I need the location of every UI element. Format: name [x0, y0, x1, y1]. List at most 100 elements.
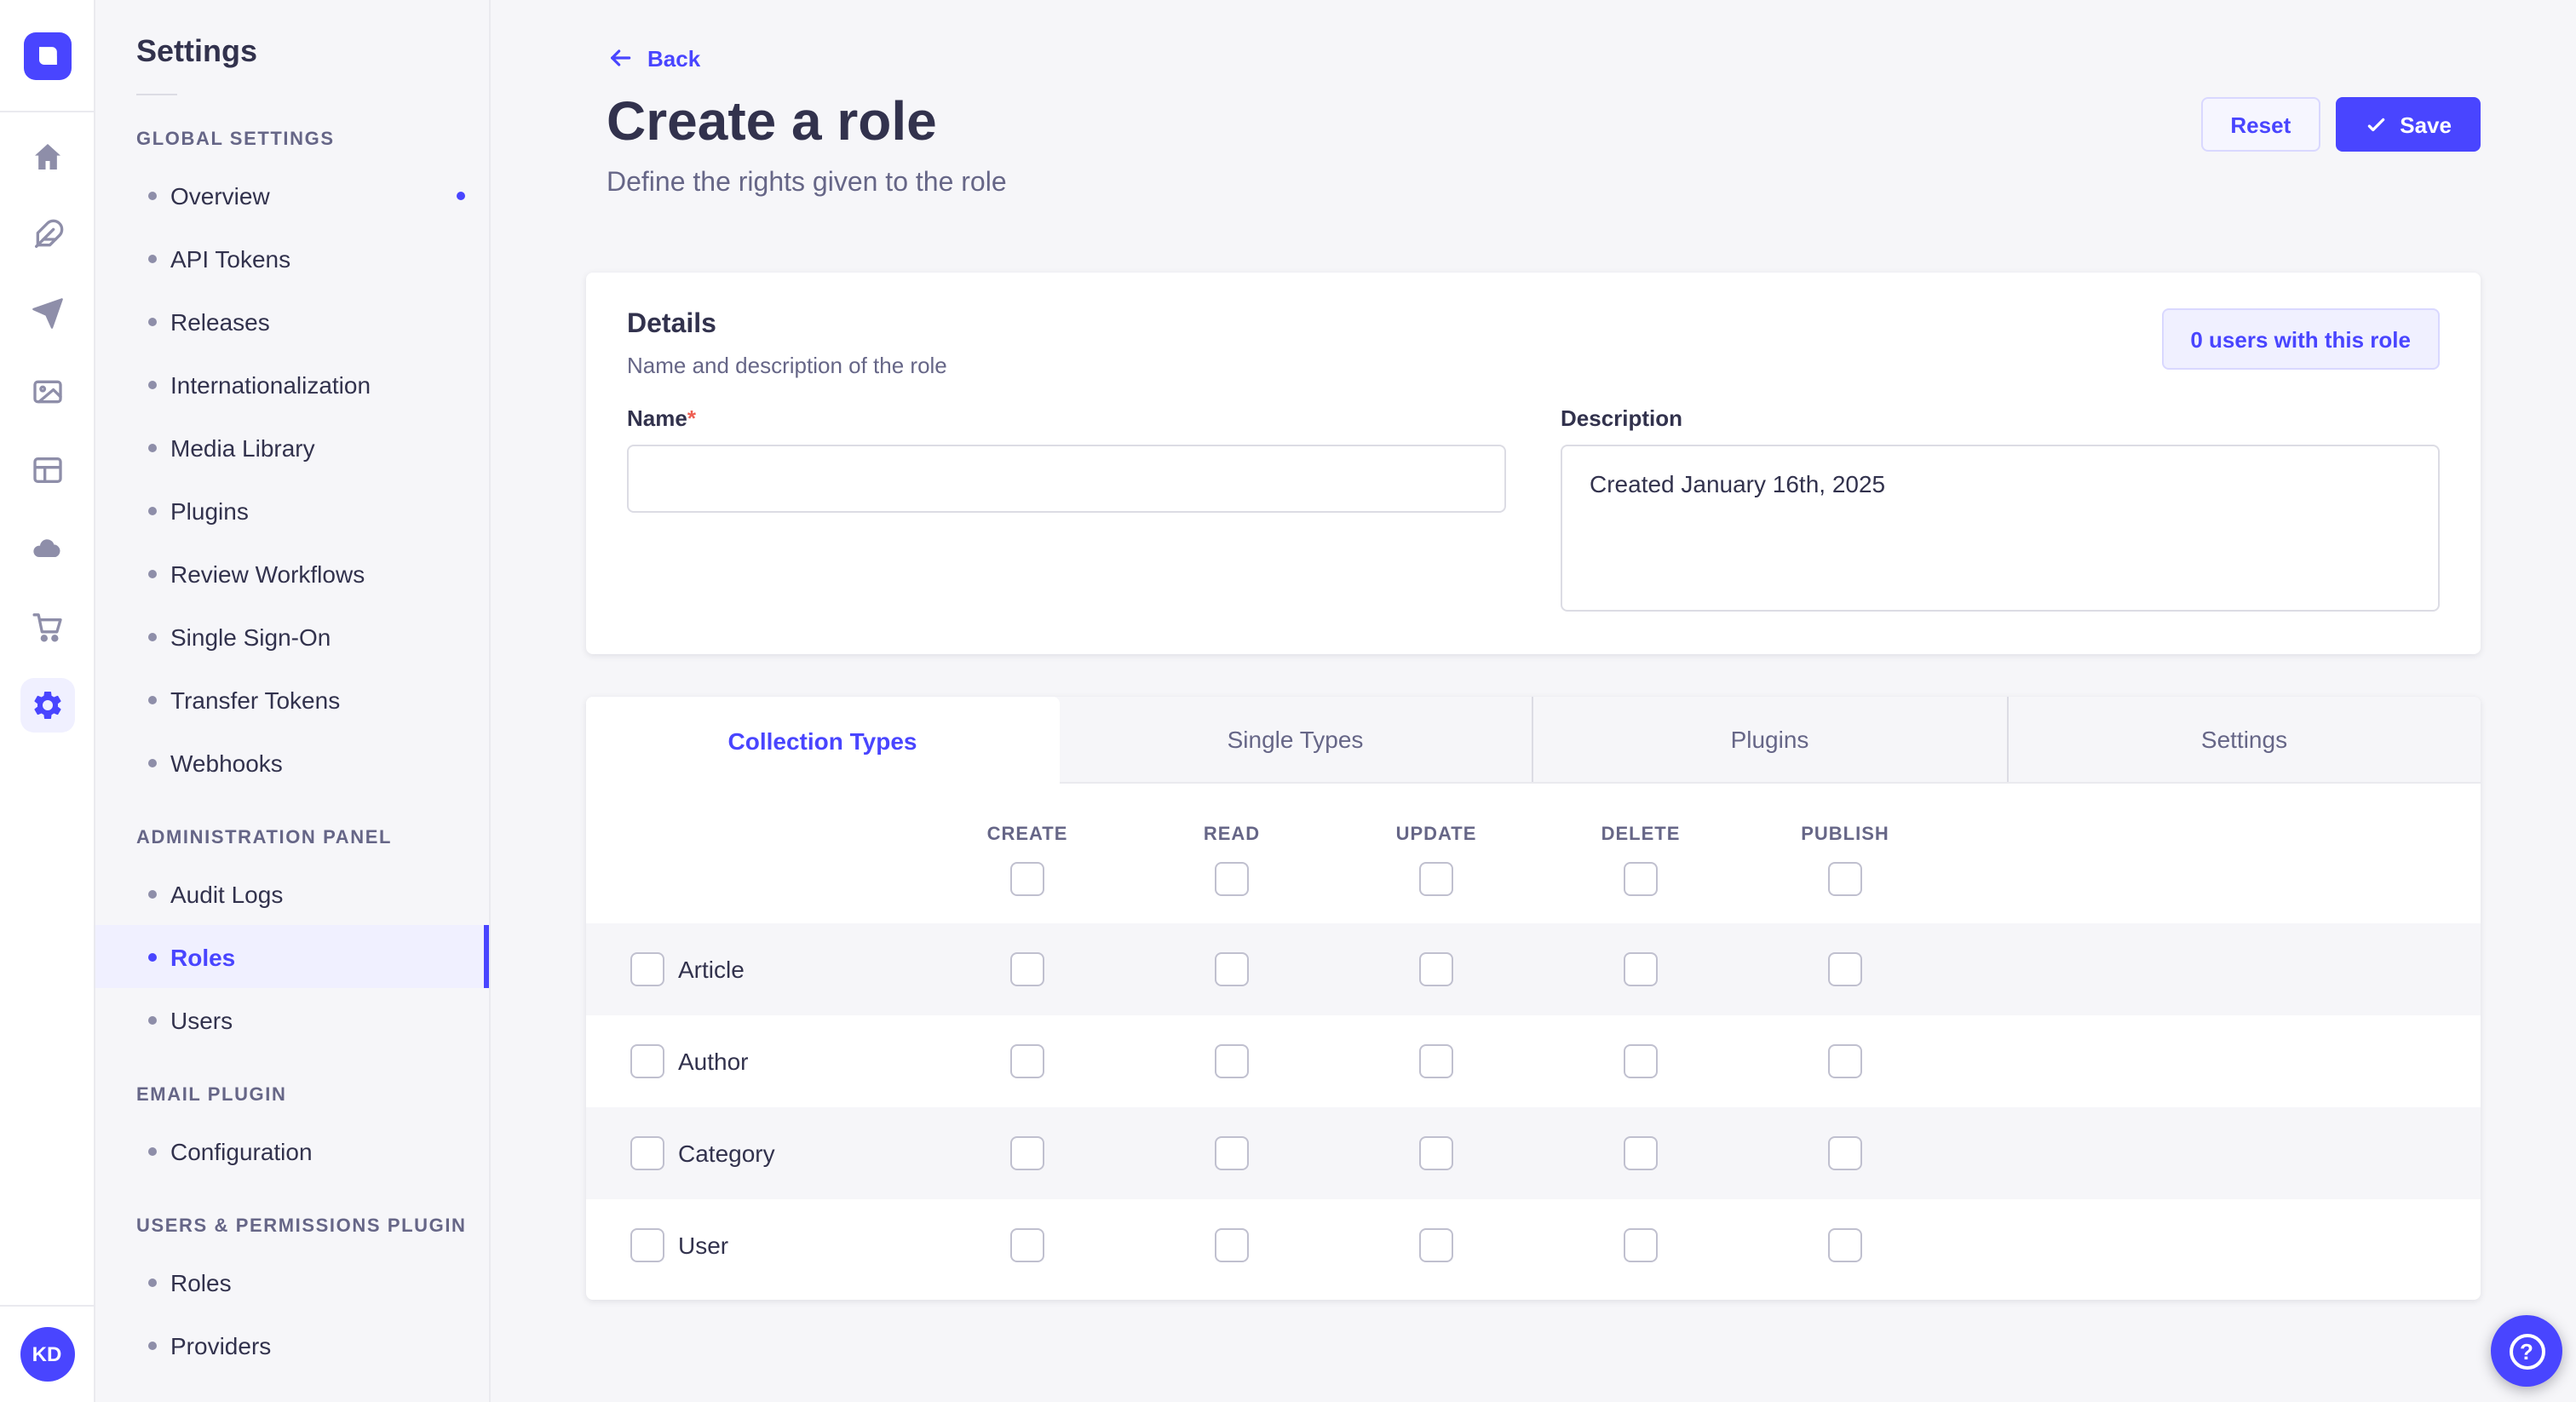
cart-icon[interactable]	[20, 600, 74, 654]
sidebar-item-overview[interactable]: Overview	[95, 164, 489, 227]
sidebar-item-users[interactable]: Users	[95, 988, 489, 1051]
author-read-checkbox[interactable]	[1215, 1044, 1249, 1078]
select-all-update-checkbox[interactable]	[1419, 862, 1453, 896]
user-row-checkbox[interactable]	[630, 1228, 664, 1262]
article-publish-checkbox[interactable]	[1828, 952, 1862, 986]
article-create-checkbox[interactable]	[1010, 952, 1044, 986]
article-update-checkbox[interactable]	[1419, 952, 1453, 986]
name-input[interactable]	[627, 445, 1506, 513]
media-icon[interactable]	[20, 365, 74, 419]
category-read-checkbox[interactable]	[1215, 1136, 1249, 1170]
sidebar-item-releases[interactable]: Releases	[95, 290, 489, 353]
sidebar-item-review-workflows[interactable]: Review Workflows	[95, 542, 489, 605]
sidebar-item-label: Audit Logs	[170, 880, 284, 907]
select-all-delete-checkbox[interactable]	[1624, 862, 1658, 896]
user-publish-checkbox[interactable]	[1828, 1228, 1862, 1262]
user-create-checkbox[interactable]	[1010, 1228, 1044, 1262]
details-subtitle: Name and description of the role	[627, 353, 947, 378]
author-delete-checkbox[interactable]	[1624, 1044, 1658, 1078]
permissions-rows: Article Author	[586, 923, 2481, 1291]
gear-icon[interactable]	[20, 678, 74, 733]
article-delete-checkbox[interactable]	[1624, 952, 1658, 986]
sidebar-item-label: Transfer Tokens	[170, 686, 341, 713]
reset-button[interactable]: Reset	[2201, 97, 2320, 152]
user-read-checkbox[interactable]	[1215, 1228, 1249, 1262]
sidebar-item-single-sign-on[interactable]: Single Sign-On	[95, 605, 489, 668]
sidebar-item-label: Webhooks	[170, 749, 283, 776]
column-label-spacer	[586, 825, 925, 845]
article-row-checkbox[interactable]	[630, 952, 664, 986]
permissions-tabs: Collection Types Single Types Plugins Se…	[586, 697, 2481, 784]
author-publish-checkbox[interactable]	[1828, 1044, 1862, 1078]
column-label-create: CREATE	[986, 825, 1068, 845]
user-delete-checkbox[interactable]	[1624, 1228, 1658, 1262]
name-label-text: Name	[627, 405, 687, 431]
sidebar-item-roles-admin[interactable]: Roles	[95, 925, 489, 988]
tab-plugins[interactable]: Plugins	[1532, 697, 2006, 782]
author-update-checkbox[interactable]	[1419, 1044, 1453, 1078]
user-avatar[interactable]: KD	[20, 1327, 74, 1382]
description-textarea[interactable]: Created January 16th, 2025	[1561, 445, 2440, 612]
section-label: USERS & PERMISSIONS PLUGIN	[136, 1216, 467, 1237]
table-row-article: Article	[586, 923, 2481, 1015]
sidebar-item-audit-logs[interactable]: Audit Logs	[95, 862, 489, 925]
page-subtitle: Define the rights given to the role	[607, 169, 1007, 198]
details-title: Details	[627, 310, 716, 339]
home-icon[interactable]	[20, 129, 74, 184]
sidebar-item-api-tokens[interactable]: API Tokens	[95, 227, 489, 290]
select-all-publish-checkbox[interactable]	[1828, 862, 1862, 896]
sidebar-item-internationalization[interactable]: Internationalization	[95, 353, 489, 416]
author-row-checkbox[interactable]	[630, 1044, 664, 1078]
logo-box	[0, 0, 94, 112]
section-label: ADMINISTRATION PANEL	[136, 828, 393, 848]
select-all-spacer	[586, 862, 925, 896]
users-with-role-badge[interactable]: 0 users with this role	[2161, 308, 2440, 370]
name-label: Name*	[627, 405, 1506, 431]
tab-collection-types[interactable]: Collection Types	[586, 697, 1059, 784]
back-arrow-icon	[611, 49, 631, 66]
select-all-create-checkbox[interactable]	[1010, 862, 1044, 896]
feather-icon[interactable]	[20, 208, 74, 262]
sidebar-item-providers[interactable]: Providers	[95, 1313, 489, 1376]
layout-icon[interactable]	[20, 443, 74, 497]
details-fields: Name* Description Created January 16th, …	[627, 405, 2440, 620]
category-create-checkbox[interactable]	[1010, 1136, 1044, 1170]
permissions-header: CREATE READ UPDATE DELETE PUBLISH	[586, 784, 2481, 896]
user-update-checkbox[interactable]	[1419, 1228, 1453, 1262]
header-actions: Reset Save	[2201, 97, 2481, 152]
help-button[interactable]: ?	[2491, 1315, 2562, 1387]
permissions-card: Collection Types Single Types Plugins Se…	[586, 697, 2481, 1300]
cloud-icon[interactable]	[20, 521, 74, 576]
sidebar-item-roles-up[interactable]: Roles	[95, 1250, 489, 1313]
sidebar-item-plugins[interactable]: Plugins	[95, 479, 489, 542]
category-publish-checkbox[interactable]	[1828, 1136, 1862, 1170]
column-label-read: READ	[1203, 825, 1261, 845]
send-icon[interactable]	[20, 286, 74, 341]
sidebar-item-webhooks[interactable]: Webhooks	[95, 731, 489, 794]
settings-sidebar: Settings GLOBAL SETTINGS Overview API To…	[95, 0, 491, 1402]
sidebar-item-configuration[interactable]: Configuration	[95, 1119, 489, 1182]
row-label: User	[678, 1232, 729, 1259]
sidebar-item-label: Single Sign-On	[170, 623, 331, 650]
column-label-publish: PUBLISH	[1801, 825, 1889, 845]
back-link[interactable]: Back	[607, 44, 700, 72]
category-update-checkbox[interactable]	[1419, 1136, 1453, 1170]
category-delete-checkbox[interactable]	[1624, 1136, 1658, 1170]
strapi-logo-icon[interactable]	[23, 32, 71, 79]
section-users-permissions-plugin: USERS & PERMISSIONS PLUGIN Roles Provide…	[95, 1216, 489, 1376]
description-field-group: Description Created January 16th, 2025	[1561, 405, 2440, 620]
row-label: Category	[678, 1140, 775, 1167]
category-row-checkbox[interactable]	[630, 1136, 664, 1170]
author-create-checkbox[interactable]	[1010, 1044, 1044, 1078]
select-all-read-checkbox[interactable]	[1215, 862, 1249, 896]
sidebar-item-label: Review Workflows	[170, 560, 365, 587]
table-row-category: Category	[586, 1107, 2481, 1199]
rail-nav	[20, 112, 74, 1305]
tab-single-types[interactable]: Single Types	[1227, 726, 1364, 753]
article-read-checkbox[interactable]	[1215, 952, 1249, 986]
description-label: Description	[1561, 405, 2440, 431]
sidebar-item-media-library[interactable]: Media Library	[95, 416, 489, 479]
tab-settings[interactable]: Settings	[2006, 697, 2481, 782]
sidebar-item-transfer-tokens[interactable]: Transfer Tokens	[95, 668, 489, 731]
save-button[interactable]: Save	[2335, 97, 2481, 152]
